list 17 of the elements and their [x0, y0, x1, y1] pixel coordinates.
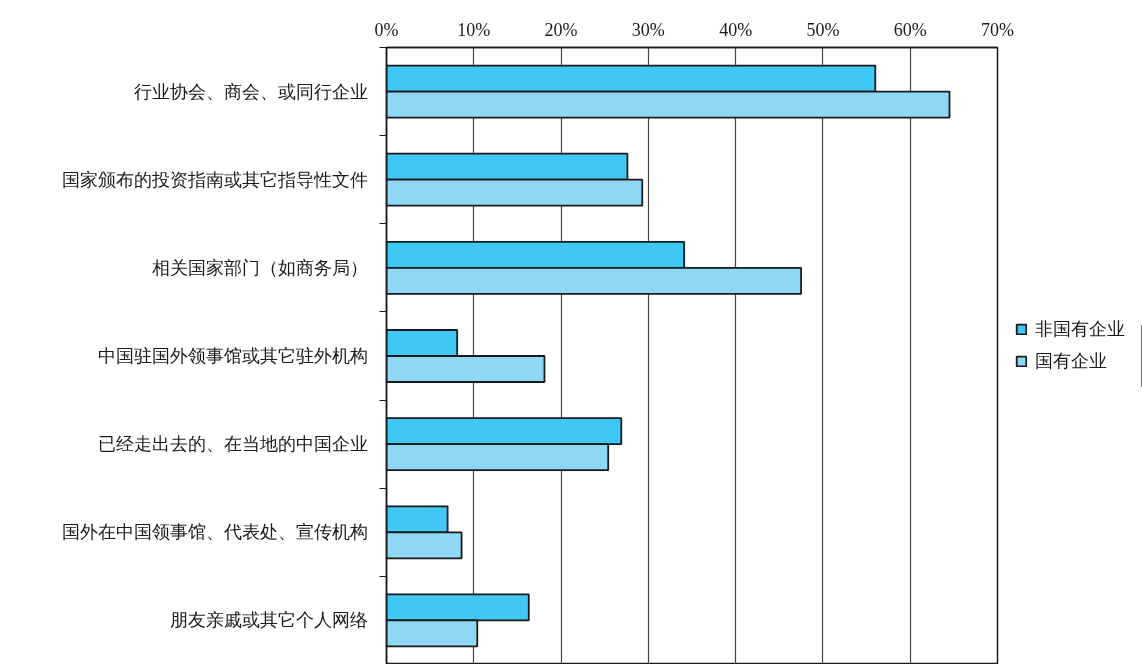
y-tick-label: 中国驻国外领事馆或其它驻外机构 [97, 346, 368, 366]
x-tick-label: 10% [457, 19, 491, 40]
x-tick-label: 20% [544, 19, 578, 40]
x-tick-label: 0% [374, 19, 399, 40]
y-tick-label: 行业协会、商会、或同行企业 [133, 81, 368, 102]
y-tick-label: 朋友亲戚或其它个人网络 [169, 610, 368, 631]
x-tick-label: 50% [806, 19, 840, 40]
x-tick-label: 60% [893, 19, 927, 40]
legend-label: 国有企业 [1035, 350, 1107, 373]
y-tick-label: 国外在中国领事馆、代表处、宣传机构 [61, 522, 368, 543]
x-tick-label: 70% [981, 19, 1014, 40]
x-tick-label: 40% [719, 19, 753, 40]
y-tick-label: 已经走出去的、在当地的中国企业 [97, 434, 368, 455]
y-tick-label: 相关国家部门（如商务局） [151, 257, 368, 278]
legend-label: 非国有企业 [1035, 318, 1125, 341]
y-tick-label: 国家颁布的投资指南或其它指导性文件 [61, 169, 368, 190]
x-tick-label: 30% [631, 19, 665, 40]
